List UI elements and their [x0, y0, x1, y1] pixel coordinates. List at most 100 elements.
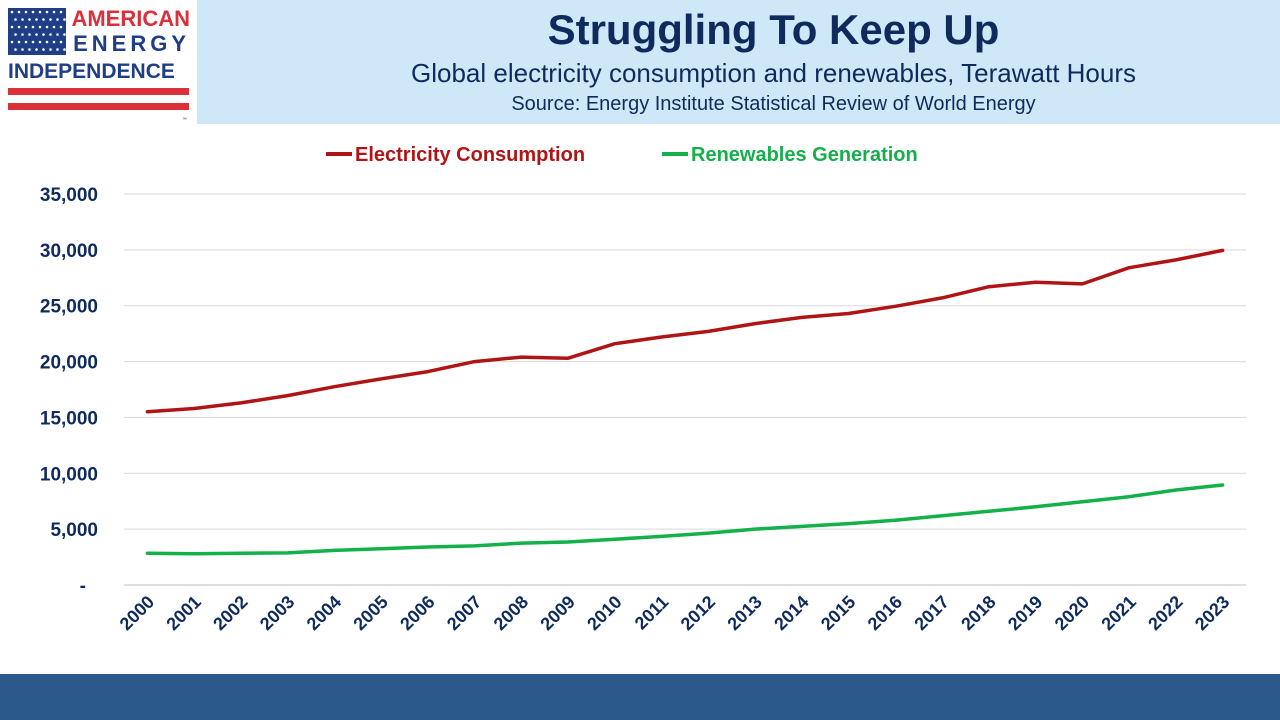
logo-star [14, 48, 17, 51]
y-tick-label: 35,000 [40, 185, 98, 206]
logo-star [56, 33, 59, 36]
logo-star [28, 33, 31, 36]
logo-star [17, 10, 21, 14]
logo-star [31, 25, 35, 29]
logo-star [21, 48, 24, 51]
logo-star [49, 18, 52, 21]
logo-stripe-2 [8, 103, 189, 110]
logo-star [35, 18, 38, 21]
logo-star [24, 40, 28, 44]
x-tick-label: 2017 [910, 592, 952, 634]
logo-stripe-1 [8, 88, 189, 95]
logo-star [63, 48, 66, 51]
logo-star [56, 48, 59, 51]
logo-star [59, 40, 63, 44]
source-note: Source: Energy Institute Statistical Rev… [511, 93, 1036, 115]
logo-star [45, 10, 49, 14]
x-tick-label: 2003 [256, 592, 298, 634]
x-tick-label: 2021 [1097, 592, 1139, 634]
logo-star [10, 25, 14, 29]
logo-star [52, 40, 56, 44]
logo-line3: INDEPENDENCE [8, 60, 175, 83]
y-tick-label: 10,000 [40, 464, 98, 485]
logo-star [14, 33, 17, 36]
logo-star [24, 25, 28, 29]
logo-star [10, 40, 14, 44]
x-tick-label: 2022 [1144, 592, 1186, 634]
line-chart: - 5,000 10,000 15,000 20,000 25,000 30,000 35,0… [40, 144, 1246, 634]
y-tick-label: 30,000 [40, 241, 98, 262]
x-axis-tick-labels: 2000 2001 2002 2003 2004 2005 2006 2007 2008 2009… [116, 592, 1234, 634]
legend-label-renewables: Renewables Generation [691, 144, 918, 166]
logo-star [52, 25, 56, 29]
logo-star [28, 48, 31, 51]
x-tick-label: 2002 [209, 592, 251, 634]
logo-star [63, 18, 66, 21]
logo-star [49, 48, 52, 51]
x-tick-label: 2011 [631, 592, 673, 634]
x-tick-label: 2012 [677, 592, 719, 634]
x-tick-label: 2016 [864, 592, 906, 634]
logo-star [21, 18, 24, 21]
american-energy-independence-logo: AMERICAN ENERGY INDEPENDENCE ™ [8, 6, 190, 123]
x-tick-label: 2015 [817, 592, 859, 634]
logo-star [10, 10, 14, 14]
x-tick-label: 2001 [162, 592, 204, 634]
logo-star [35, 48, 38, 51]
logo-star [21, 33, 24, 36]
x-tick-label: 2023 [1191, 592, 1233, 634]
logo-star [38, 40, 42, 44]
gridlines [124, 193, 1246, 586]
x-tick-label: 2000 [116, 592, 158, 634]
x-tick-label: 2006 [396, 592, 438, 634]
logo-star [24, 10, 28, 14]
x-tick-label: 2014 [770, 592, 812, 634]
logo-line1: AMERICAN [71, 6, 190, 31]
legend: Electricity Consumption Renewables Gener… [326, 144, 918, 166]
logo-star [42, 18, 45, 21]
logo-star [35, 33, 38, 36]
logo-star [59, 25, 63, 29]
footer-bar [0, 674, 1280, 720]
logo-star [31, 10, 35, 14]
logo-star [42, 48, 45, 51]
x-tick-label: 2005 [349, 592, 391, 634]
logo-stars [10, 10, 66, 51]
x-tick-label: 2020 [1051, 592, 1093, 634]
logo-star [17, 25, 21, 29]
x-tick-label: 2004 [303, 592, 345, 634]
header: Struggling To Keep Up Global electricity… [197, 0, 1280, 124]
series-lines [145, 248, 1225, 556]
x-tick-label: 2010 [583, 592, 625, 634]
logo-line2: ENERGY [73, 31, 190, 56]
x-tick-label: 2009 [536, 592, 578, 634]
logo-star [14, 18, 17, 21]
logo-star [63, 33, 66, 36]
y-tick-label: - [80, 576, 86, 597]
logo-star [42, 33, 45, 36]
x-tick-label: 2013 [723, 592, 765, 634]
logo-star [52, 10, 56, 14]
logo-star [17, 40, 21, 44]
series-line-renewables-generation [145, 483, 1225, 556]
series-line-electricity-consumption [145, 248, 1225, 414]
logo-star [38, 25, 42, 29]
logo-star [38, 10, 42, 14]
page-title: Struggling To Keep Up [547, 6, 1000, 53]
y-tick-label: 25,000 [40, 297, 98, 318]
x-tick-label: 2008 [490, 592, 532, 634]
logo-trademark: ™ [182, 117, 187, 123]
logo-star [49, 33, 52, 36]
logo-star [45, 25, 49, 29]
page-subtitle: Global electricity consumption and renew… [411, 58, 1136, 88]
y-tick-label: 15,000 [40, 408, 98, 429]
y-axis-tick-labels: - 5,000 10,000 15,000 20,000 25,000 30,000 35,0… [40, 185, 98, 597]
legend-label-electricity: Electricity Consumption [355, 144, 585, 166]
y-tick-label: 20,000 [40, 353, 98, 374]
logo-star-field [8, 8, 66, 55]
logo-star [31, 40, 35, 44]
x-tick-label: 2007 [443, 592, 485, 634]
logo-star [59, 10, 63, 14]
logo-star [28, 18, 31, 21]
